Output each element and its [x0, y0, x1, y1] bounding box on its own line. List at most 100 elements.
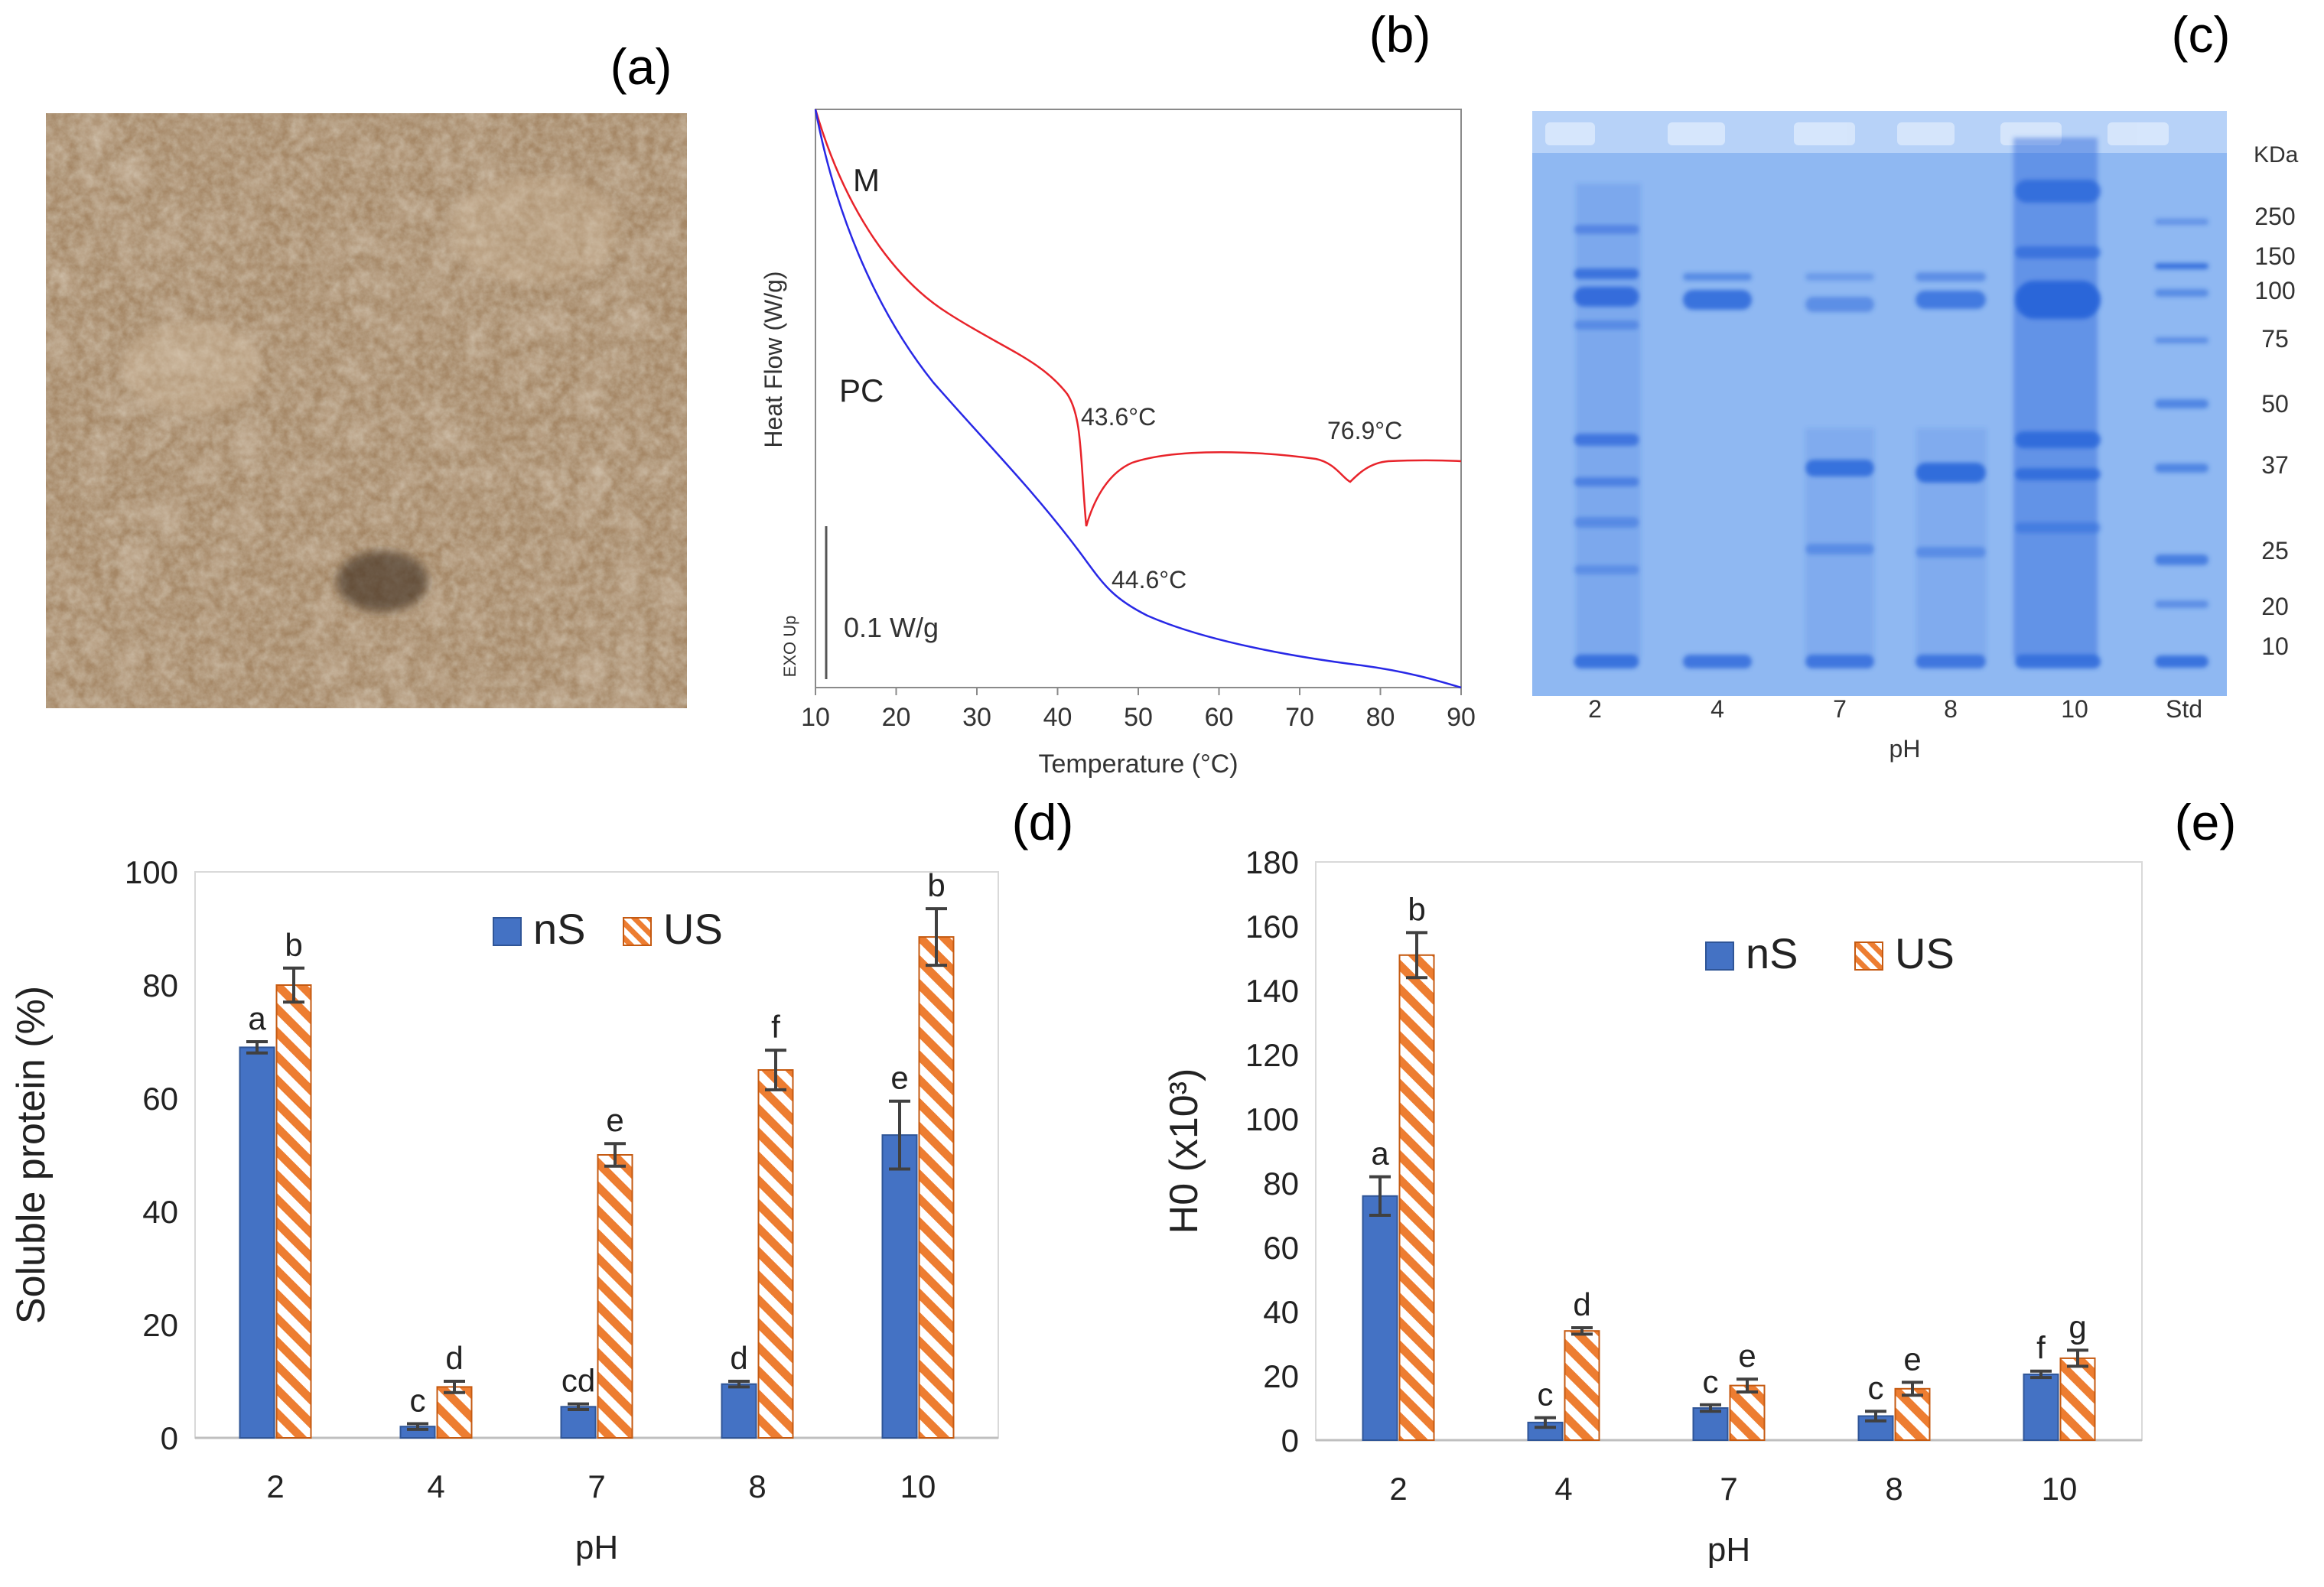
gel-x-axis-label: pH	[1889, 735, 1921, 763]
y-tick-label: 20	[1263, 1358, 1299, 1394]
significance-letter: e	[890, 1060, 908, 1096]
significance-letter: f	[2036, 1330, 2046, 1366]
y-tick-label: 100	[125, 854, 178, 890]
y-tick-label: 180	[1245, 844, 1299, 880]
dsc-y-axis-label: Heat Flow (W/g)	[760, 271, 787, 447]
dsc-x-axis-label: Temperature (°C)	[1038, 750, 1238, 779]
significance-letter: b	[285, 927, 302, 963]
panel-a: (a)	[46, 38, 687, 708]
significance-letter: c	[1703, 1364, 1719, 1400]
bar-ns	[721, 1383, 757, 1439]
y-tick-label: 80	[1263, 1166, 1299, 1202]
x-tick-label: 2	[1389, 1471, 1407, 1507]
powder-photo	[46, 113, 687, 708]
dsc-x-tick-label: 20	[882, 703, 911, 732]
y-tick-label: 120	[1245, 1037, 1299, 1073]
bar-us	[1729, 1384, 1766, 1441]
gel-marker-label: 10	[2261, 633, 2289, 660]
dsc-curve-m	[814, 109, 1462, 527]
significance-letter: c	[410, 1383, 426, 1419]
bar-us	[2059, 1357, 2096, 1442]
y-tick-label: 20	[142, 1307, 178, 1343]
dsc-scale-label: 0.1 W/g	[844, 612, 939, 643]
x-tick-label: 4	[427, 1468, 444, 1504]
bar-ns	[1692, 1407, 1729, 1441]
y-axis-label: H0 (x10³)	[1162, 1068, 1206, 1234]
y-tick-label: 40	[142, 1194, 178, 1230]
panel-d-label: (d)	[1012, 794, 1074, 850]
gel-lane-label: 8	[1944, 695, 1958, 723]
gel-lane-label: Std	[2166, 695, 2202, 723]
legend-label-us: US	[663, 905, 723, 953]
significance-letter: e	[1903, 1341, 1921, 1377]
dsc-x-tick-label: 50	[1124, 703, 1153, 732]
significance-letter: b	[1408, 891, 1425, 927]
x-axis-label: pH	[575, 1529, 618, 1566]
y-tick-label: 40	[1263, 1294, 1299, 1330]
gel-lane-label: 4	[1710, 695, 1724, 723]
panel-b-label: (b)	[1369, 6, 1431, 63]
bar-us	[1894, 1387, 1931, 1442]
gel-marker-label: 250	[2254, 203, 2295, 230]
gel-unit-label: KDa	[2254, 142, 2299, 167]
bar-us	[918, 936, 955, 1439]
chart-surface-hydrophobicity: 0204060801001201401601802ab4cd7ce8ce10fg…	[1162, 844, 2143, 1569]
dsc-curve-pc-label: PC	[839, 372, 884, 408]
bar-us	[1564, 1330, 1600, 1441]
bar-ns	[560, 1406, 597, 1439]
dsc-curve-m-label: M	[853, 162, 880, 198]
bar-us	[436, 1386, 473, 1439]
significance-letter: g	[2068, 1309, 2086, 1345]
significance-letter: f	[771, 1009, 780, 1045]
bar-us	[1398, 954, 1435, 1442]
panel-b: (b) Heat Flow (W/g) EXO Up 0.1 W/g 10 20 3…	[760, 6, 1476, 779]
legend-label-ns: nS	[1746, 929, 1798, 977]
x-tick-label: 7	[1720, 1471, 1737, 1507]
gel-marker-label: 37	[2261, 451, 2289, 479]
panel-e-label: (e)	[2175, 794, 2237, 850]
gel-marker-label: 20	[2261, 593, 2289, 620]
bar-us	[275, 984, 312, 1439]
significance-letter: d	[445, 1340, 463, 1376]
gel-lane-label: 7	[1833, 695, 1847, 723]
x-axis-label: pH	[1707, 1531, 1750, 1569]
legend-label-us: US	[1895, 929, 1955, 977]
bar-ns	[2023, 1373, 2059, 1442]
x-tick-label: 10	[900, 1468, 936, 1504]
legend-swatch-ns	[493, 917, 522, 946]
legend-swatch-us	[623, 917, 652, 946]
gel-lane-label: 2	[1588, 695, 1602, 723]
dsc-curve-pc	[814, 109, 1462, 689]
legend-swatch-ns	[1705, 941, 1734, 971]
panel-c-label: (c)	[2172, 6, 2231, 63]
dsc-x-ticks: 10 20 30 40 50 60 70 80 90	[801, 688, 1476, 732]
plot-frame	[194, 871, 999, 1439]
dsc-x-tick-label: 30	[962, 703, 991, 732]
y-axis-label: Soluble protein (%)	[9, 986, 54, 1324]
bar-us	[597, 1154, 633, 1439]
dsc-peak-m1-label: 43.6°C	[1081, 403, 1156, 431]
gel-marker-label: 25	[2261, 537, 2289, 564]
significance-letter: d	[1573, 1286, 1590, 1322]
bar-us	[757, 1069, 794, 1439]
gel-lane-labels: 2 4 7 8 10 Std	[1588, 695, 2202, 723]
dsc-x-tick-label: 90	[1447, 703, 1476, 732]
x-tick-label: 10	[2042, 1471, 2078, 1507]
panel-a-label: (a)	[610, 38, 672, 95]
significance-letter: e	[1738, 1338, 1756, 1374]
significance-letter: e	[606, 1102, 623, 1138]
gel-marker-label: 150	[2254, 242, 2295, 270]
dsc-exo-label: EXO Up	[780, 616, 799, 678]
dsc-x-tick-label: 80	[1366, 703, 1395, 732]
gel-marker-labels: 250 150 100 75 50 37 25 20 10	[2254, 203, 2295, 660]
significance-letter: b	[927, 867, 945, 903]
significance-letter: c	[1538, 1377, 1554, 1413]
x-tick-label: 2	[266, 1468, 284, 1504]
y-tick-label: 60	[1263, 1230, 1299, 1266]
gel-lane-label: 10	[2061, 695, 2088, 723]
y-tick-label: 80	[142, 967, 178, 1003]
gel-image	[1532, 111, 2227, 696]
dsc-plot-frame	[815, 109, 1462, 688]
y-tick-label: 60	[142, 1081, 178, 1117]
